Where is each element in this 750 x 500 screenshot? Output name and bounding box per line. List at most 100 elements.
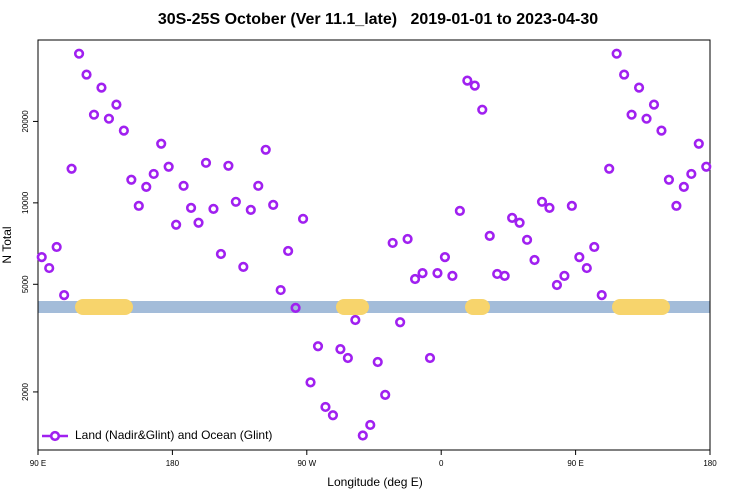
point: [641, 113, 652, 124]
point: [230, 196, 241, 207]
point: [529, 254, 540, 266]
band-land: [75, 299, 133, 315]
x-tick-label: 180: [703, 459, 717, 468]
point: [663, 174, 675, 185]
point: [133, 200, 144, 211]
point: [327, 410, 339, 421]
point: [215, 248, 227, 260]
point: [477, 104, 488, 115]
point: [208, 203, 219, 214]
x-tick-label: 180: [166, 459, 180, 468]
point: [581, 262, 592, 274]
point: [297, 213, 309, 224]
point: [141, 181, 152, 192]
point: [656, 125, 667, 136]
point: [335, 343, 346, 355]
point: [536, 196, 548, 207]
x-tick-label: 90 E: [567, 459, 583, 468]
y-tick-label: 2000: [21, 382, 30, 400]
point: [260, 144, 271, 155]
point: [619, 69, 630, 80]
y-tick-label: 10000: [21, 191, 30, 214]
band-land: [465, 299, 490, 315]
x-axis-label: Longitude (deg E): [327, 475, 422, 489]
point: [200, 157, 212, 168]
point: [320, 401, 331, 413]
point: [51, 241, 62, 253]
point: [36, 252, 47, 263]
point: [163, 161, 174, 172]
x-tick-label: 90 W: [297, 459, 316, 468]
point: [648, 99, 660, 110]
point: [402, 233, 413, 245]
band-land: [336, 299, 369, 315]
point: [357, 430, 368, 441]
point: [380, 389, 391, 401]
point: [372, 356, 383, 368]
point: [171, 219, 182, 230]
point: [499, 270, 510, 282]
point: [604, 163, 615, 174]
point: [559, 270, 570, 282]
point: [589, 241, 600, 253]
point: [245, 204, 256, 215]
point: [156, 138, 167, 149]
y-axis-label: N Total: [0, 226, 14, 263]
legend-label: Land (Nadir&Glint) and Ocean (Glint): [75, 428, 272, 442]
point: [118, 125, 129, 136]
point: [342, 352, 353, 364]
point: [283, 245, 294, 257]
point: [701, 161, 712, 172]
point: [686, 168, 697, 180]
point: [574, 252, 585, 263]
x-tick-label: 0: [439, 459, 444, 468]
point: [253, 180, 264, 191]
point: [521, 234, 533, 245]
point: [633, 82, 645, 93]
point: [312, 341, 324, 352]
point: [59, 290, 70, 301]
point: [566, 200, 577, 211]
point: [447, 270, 458, 282]
point: [469, 80, 480, 91]
point: [462, 75, 473, 86]
plot-frame: [37, 39, 711, 451]
point: [424, 352, 436, 364]
point: [178, 180, 189, 191]
point: [268, 199, 279, 210]
point: [66, 163, 77, 174]
point: [350, 314, 361, 326]
point: [193, 217, 204, 228]
point: [417, 267, 428, 279]
point: [678, 181, 689, 192]
point: [671, 200, 682, 211]
point: [551, 279, 563, 291]
point: [484, 230, 495, 241]
point: [305, 377, 316, 388]
legend-marker: [49, 430, 61, 442]
x-tick-label: 90 E: [30, 459, 46, 468]
point: [223, 160, 234, 171]
point: [693, 138, 704, 149]
point: [507, 212, 518, 223]
point: [290, 302, 301, 313]
point: [88, 109, 100, 120]
point: [111, 99, 122, 110]
point: [238, 261, 249, 272]
point: [81, 69, 92, 80]
point: [626, 109, 637, 120]
point: [432, 267, 443, 279]
point: [454, 205, 465, 216]
point: [275, 284, 286, 296]
point: [365, 419, 376, 431]
point: [96, 82, 107, 93]
point: [387, 237, 398, 249]
band: [38, 301, 710, 313]
point: [185, 202, 197, 213]
point: [103, 113, 115, 124]
point: [73, 48, 85, 59]
land-ocean-band: [38, 299, 710, 315]
point: [544, 202, 555, 213]
point: [409, 273, 421, 285]
